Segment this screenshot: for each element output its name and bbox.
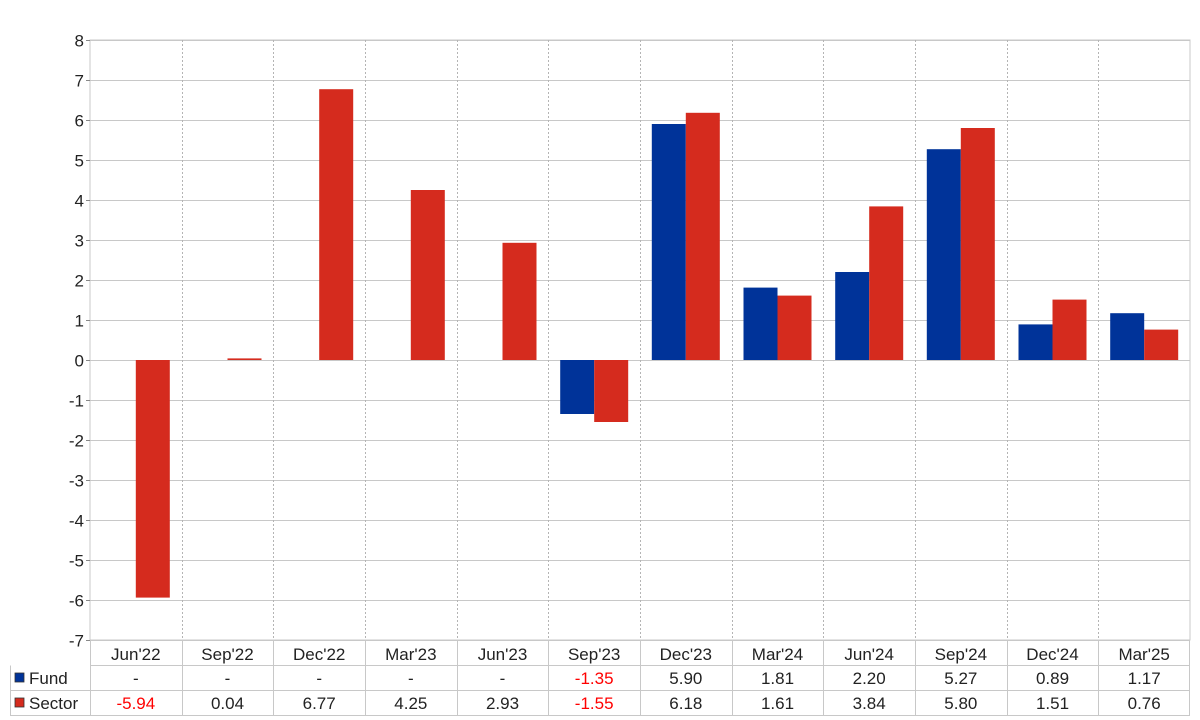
y-axis: 8 7 6 5 4 3 2 1 0 -1 -2 -3 -4 -5 -6 -7: [69, 32, 90, 651]
data-label: -1.35: [575, 669, 614, 688]
y-tick-label: -5: [69, 552, 84, 571]
y-tick-label: -7: [69, 632, 84, 651]
sector-bar: [502, 242, 537, 360]
data-label: 6.77: [303, 694, 336, 713]
x-tick-label: Dec'23: [660, 645, 712, 664]
data-label: 5.90: [669, 669, 702, 688]
sector-bar: [1052, 299, 1087, 360]
y-tick-label: -1: [69, 392, 84, 411]
sector-bar: [319, 89, 354, 360]
fund-legend-label: Fund: [29, 669, 68, 688]
data-label: 2.20: [853, 669, 886, 688]
x-tick-label: Jun'23: [478, 645, 528, 664]
data-label: -: [225, 669, 231, 688]
data-label: -: [133, 669, 139, 688]
sector-legend-label: Sector: [29, 694, 78, 713]
sector-bar: [594, 360, 629, 422]
data-label: 5.80: [944, 694, 977, 713]
data-label: 0.89: [1036, 669, 1069, 688]
y-tick-label: -6: [69, 592, 84, 611]
sector-bar: [410, 190, 445, 360]
data-label: 0.76: [1128, 694, 1161, 713]
fund-legend-swatch: [14, 672, 25, 683]
x-tick-label: Jun'22: [111, 645, 161, 664]
x-tick-label: Mar'24: [752, 645, 803, 664]
fund-bar: [1110, 313, 1145, 360]
y-tick-label: -4: [69, 512, 84, 531]
x-tick-label: Dec'24: [1026, 645, 1078, 664]
x-tick-label: Sep'23: [568, 645, 620, 664]
data-label: 1.81: [761, 669, 794, 688]
data-table: Jun'22 Sep'22 Dec'22 Mar'23 Jun'23 Sep'23 Dec'…: [10, 640, 1190, 716]
data-label: 1.61: [761, 694, 794, 713]
x-tick-label: Jun'24: [844, 645, 894, 664]
fund-bar: [560, 360, 595, 414]
y-tick-label: 1: [75, 312, 84, 331]
data-label: 5.27: [944, 669, 977, 688]
x-tick-label: Sep'22: [201, 645, 253, 664]
sector-bar: [685, 112, 720, 360]
y-tick-label: 4: [75, 192, 84, 211]
sector-bar: [960, 128, 995, 360]
y-tick-label: 5: [75, 152, 84, 171]
sector-bar: [1144, 329, 1179, 360]
x-tick-label: Mar'23: [385, 645, 436, 664]
sector-bar: [135, 360, 170, 598]
data-label: 4.25: [394, 694, 427, 713]
data-label: -1.55: [575, 694, 614, 713]
data-label: 6.18: [669, 694, 702, 713]
grid: [89, 39, 1191, 641]
data-label: 1.17: [1128, 669, 1161, 688]
data-label: -: [408, 669, 414, 688]
sector-legend-swatch: [14, 697, 25, 708]
y-tick-label: 8: [75, 32, 84, 51]
bars: [135, 89, 1179, 598]
x-tick-label: Sep'24: [935, 645, 987, 664]
data-label: 1.51: [1036, 694, 1069, 713]
y-tick-label: 0: [75, 352, 84, 371]
y-tick-label: 2: [75, 272, 84, 291]
data-label: 3.84: [853, 694, 886, 713]
y-tick-label: 6: [75, 112, 84, 131]
sector-bar: [869, 206, 904, 360]
sector-bar: [777, 295, 812, 360]
fund-bar: [651, 124, 686, 360]
fund-bar: [926, 149, 961, 360]
fund-bar: [743, 287, 778, 360]
sector-bar: [227, 358, 262, 360]
fund-bar: [835, 272, 870, 360]
x-tick-label: Mar'25: [1118, 645, 1169, 664]
data-label: 2.93: [486, 694, 519, 713]
data-label: -: [500, 669, 506, 688]
fund-bar: [1018, 324, 1053, 360]
y-tick-label: 3: [75, 232, 84, 251]
x-tick-label: Dec'22: [293, 645, 345, 664]
data-label: 0.04: [211, 694, 244, 713]
y-tick-label: -2: [69, 432, 84, 451]
y-tick-label: -3: [69, 472, 84, 491]
y-tick-label: 7: [75, 72, 84, 91]
data-label: -5.94: [116, 694, 155, 713]
data-label: -: [316, 669, 322, 688]
